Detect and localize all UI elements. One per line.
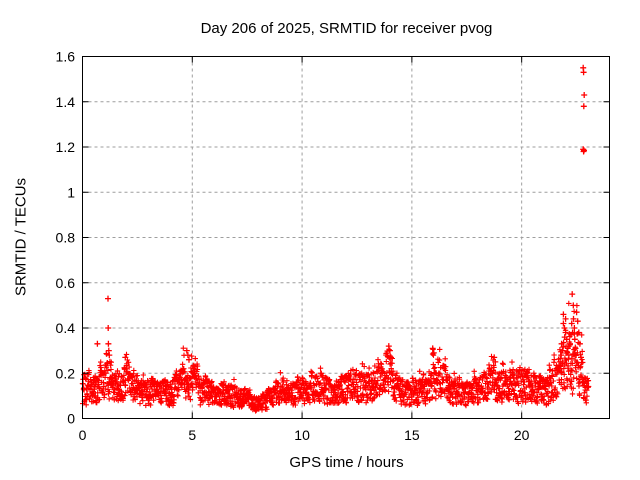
axes-frame bbox=[82, 56, 610, 419]
y-tick-label: 0.8 bbox=[56, 230, 76, 246]
y-tick-label: 0.4 bbox=[56, 320, 76, 336]
y-tick-label: 0 bbox=[67, 411, 75, 427]
x-tick-label: 20 bbox=[514, 427, 530, 443]
tick-labels: 0 5 10 15 20 0 0.2 0.4 0.6 0.8 1 1.2 1.4 1.6 bbox=[56, 49, 530, 444]
x-tick-label: 0 bbox=[79, 427, 87, 443]
grid-lines bbox=[82, 56, 610, 419]
x-axis-label: GPS time / hours bbox=[289, 454, 404, 471]
scatter-points bbox=[79, 64, 592, 414]
y-tick-label: 0.2 bbox=[56, 365, 76, 381]
y-tick-label: 1.2 bbox=[56, 139, 76, 155]
y-tick-label: 0.6 bbox=[56, 275, 76, 291]
x-tick-label: 15 bbox=[404, 427, 420, 443]
x-tick-label: 5 bbox=[188, 427, 196, 443]
x-tick-label: 10 bbox=[294, 427, 310, 443]
y-tick-label: 1 bbox=[67, 184, 75, 200]
chart-title: Day 206 of 2025, SRMTID for receiver pvo… bbox=[200, 20, 493, 37]
y-tick-label: 1.6 bbox=[56, 49, 76, 65]
y-tick-label: 1.4 bbox=[56, 94, 76, 110]
